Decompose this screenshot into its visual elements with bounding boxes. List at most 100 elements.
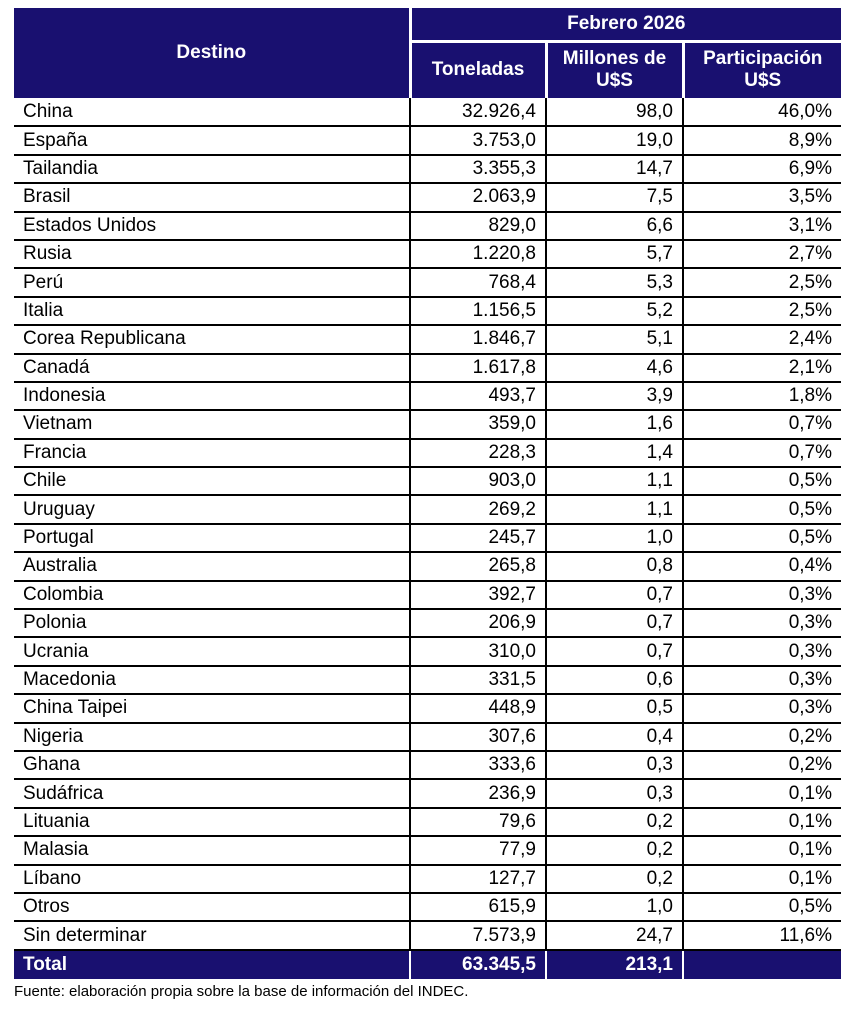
- table-row: Líbano 127,7 0,2 0,1%: [14, 864, 842, 894]
- table-row: Estados Unidos 829,0 6,6 3,1%: [14, 211, 842, 241]
- table-row: Canadá 1.617,8 4,6 2,1%: [14, 353, 842, 383]
- cell-millones: 5,2: [545, 296, 683, 327]
- cell-millones: 19,0: [545, 126, 683, 156]
- cell-toneladas: 615,9: [409, 892, 546, 923]
- cell-millones: 0,6: [545, 665, 683, 696]
- table-row: Lituania 79,6 0,2 0,1%: [14, 807, 842, 838]
- cell-participacion: 3,5%: [681, 183, 842, 213]
- cell-destino: Canadá: [14, 353, 410, 383]
- cell-destino: Nigeria: [14, 722, 410, 752]
- total-participacion: [681, 949, 842, 979]
- cell-participacion: 0,5%: [681, 495, 842, 525]
- cell-destino: Vietnam: [14, 410, 410, 440]
- cell-millones: 5,1: [545, 325, 683, 355]
- cell-destino: Indonesia: [14, 381, 410, 412]
- cell-millones: 1,6: [545, 410, 683, 440]
- cell-toneladas: 331,5: [409, 665, 546, 696]
- cell-participacion: 11,6%: [681, 921, 842, 951]
- cell-millones: 0,5: [545, 694, 683, 724]
- table-row: Chile 903,0 1,1 0,5%: [14, 467, 842, 497]
- cell-millones: 5,3: [545, 268, 683, 298]
- cell-participacion: 0,7%: [681, 410, 842, 440]
- cell-participacion: 2,5%: [681, 268, 842, 298]
- cell-participacion: 0,3%: [681, 609, 842, 639]
- cell-millones: 0,4: [545, 722, 683, 752]
- total-toneladas: 63.345,5: [409, 949, 546, 979]
- cell-destino: Macedonia: [14, 665, 410, 696]
- cell-toneladas: 768,4: [409, 268, 546, 298]
- cell-millones: 0,2: [545, 864, 683, 894]
- cell-participacion: 2,5%: [681, 296, 842, 327]
- export-table-container: Destino Febrero 2026 Toneladas Millones …: [14, 8, 842, 979]
- table-row: Corea Republicana 1.846,7 5,1 2,4%: [14, 325, 842, 355]
- cell-destino: Malasia: [14, 836, 410, 866]
- cell-destino: Uruguay: [14, 495, 410, 525]
- cell-destino: Sudáfrica: [14, 779, 410, 809]
- cell-participacion: 0,5%: [681, 523, 842, 554]
- cell-toneladas: 1.617,8: [409, 353, 546, 383]
- cell-millones: 0,8: [545, 552, 683, 582]
- cell-toneladas: 206,9: [409, 609, 546, 639]
- cell-toneladas: 333,6: [409, 750, 546, 781]
- cell-millones: 1,0: [545, 523, 683, 554]
- table-row: China Taipei 448,9 0,5 0,3%: [14, 694, 842, 724]
- cell-destino: Chile: [14, 467, 410, 497]
- table-row: Italia 1.156,5 5,2 2,5%: [14, 296, 842, 327]
- cell-destino: Portugal: [14, 523, 410, 554]
- cell-millones: 1,1: [545, 467, 683, 497]
- cell-millones: 0,2: [545, 836, 683, 866]
- cell-participacion: 0,1%: [681, 836, 842, 866]
- table-row: Francia 228,3 1,4 0,7%: [14, 438, 842, 469]
- cell-millones: 24,7: [545, 921, 683, 951]
- table-row: España 3.753,0 19,0 8,9%: [14, 126, 842, 156]
- cell-toneladas: 32.926,4: [409, 98, 546, 128]
- table-row: Sin determinar 7.573,9 24,7 11,6%: [14, 921, 842, 951]
- table-header: Destino Febrero 2026 Toneladas Millones …: [14, 8, 842, 98]
- cell-millones: 4,6: [545, 353, 683, 383]
- cell-millones: 1,4: [545, 438, 683, 469]
- table-row: Polonia 206,9 0,7 0,3%: [14, 609, 842, 639]
- cell-participacion: 0,3%: [681, 637, 842, 667]
- cell-participacion: 0,2%: [681, 750, 842, 781]
- table-row: Tailandia 3.355,3 14,7 6,9%: [14, 154, 842, 185]
- table-row: Indonesia 493,7 3,9 1,8%: [14, 381, 842, 412]
- cell-toneladas: 265,8: [409, 552, 546, 582]
- table-row: Ucrania 310,0 0,7 0,3%: [14, 637, 842, 667]
- cell-participacion: 8,9%: [681, 126, 842, 156]
- cell-participacion: 0,5%: [681, 892, 842, 923]
- cell-toneladas: 2.063,9: [409, 183, 546, 213]
- table-row: Portugal 245,7 1,0 0,5%: [14, 523, 842, 554]
- cell-destino: Rusia: [14, 239, 410, 270]
- cell-toneladas: 903,0: [409, 467, 546, 497]
- cell-participacion: 2,4%: [681, 325, 842, 355]
- cell-participacion: 2,7%: [681, 239, 842, 270]
- cell-toneladas: 1.846,7: [409, 325, 546, 355]
- table-row: Vietnam 359,0 1,6 0,7%: [14, 410, 842, 440]
- cell-destino: Estados Unidos: [14, 211, 410, 241]
- cell-toneladas: 77,9: [409, 836, 546, 866]
- cell-toneladas: 236,9: [409, 779, 546, 809]
- cell-toneladas: 310,0: [409, 637, 546, 667]
- cell-toneladas: 829,0: [409, 211, 546, 241]
- cell-toneladas: 3.355,3: [409, 154, 546, 185]
- cell-destino: Polonia: [14, 609, 410, 639]
- cell-participacion: 0,3%: [681, 694, 842, 724]
- source-note: Fuente: elaboración propia sobre la base…: [14, 982, 469, 1000]
- cell-millones: 14,7: [545, 154, 683, 185]
- cell-toneladas: 448,9: [409, 694, 546, 724]
- table-row: Brasil 2.063,9 7,5 3,5%: [14, 183, 842, 213]
- cell-toneladas: 228,3: [409, 438, 546, 469]
- cell-millones: 98,0: [545, 98, 683, 128]
- col-header-millones: Millones de U$S: [544, 41, 683, 98]
- table-row: Colombia 392,7 0,7 0,3%: [14, 580, 842, 611]
- table-row: Nigeria 307,6 0,4 0,2%: [14, 722, 842, 752]
- cell-destino: Italia: [14, 296, 410, 327]
- table-body: China 32.926,4 98,0 46,0% España 3.753,0 19,0 8…: [14, 98, 842, 951]
- cell-millones: 7,5: [545, 183, 683, 213]
- cell-participacion: 0,2%: [681, 722, 842, 752]
- cell-millones: 0,7: [545, 637, 683, 667]
- cell-destino: Colombia: [14, 580, 410, 611]
- cell-toneladas: 7.573,9: [409, 921, 546, 951]
- cell-toneladas: 127,7: [409, 864, 546, 894]
- cell-toneladas: 245,7: [409, 523, 546, 554]
